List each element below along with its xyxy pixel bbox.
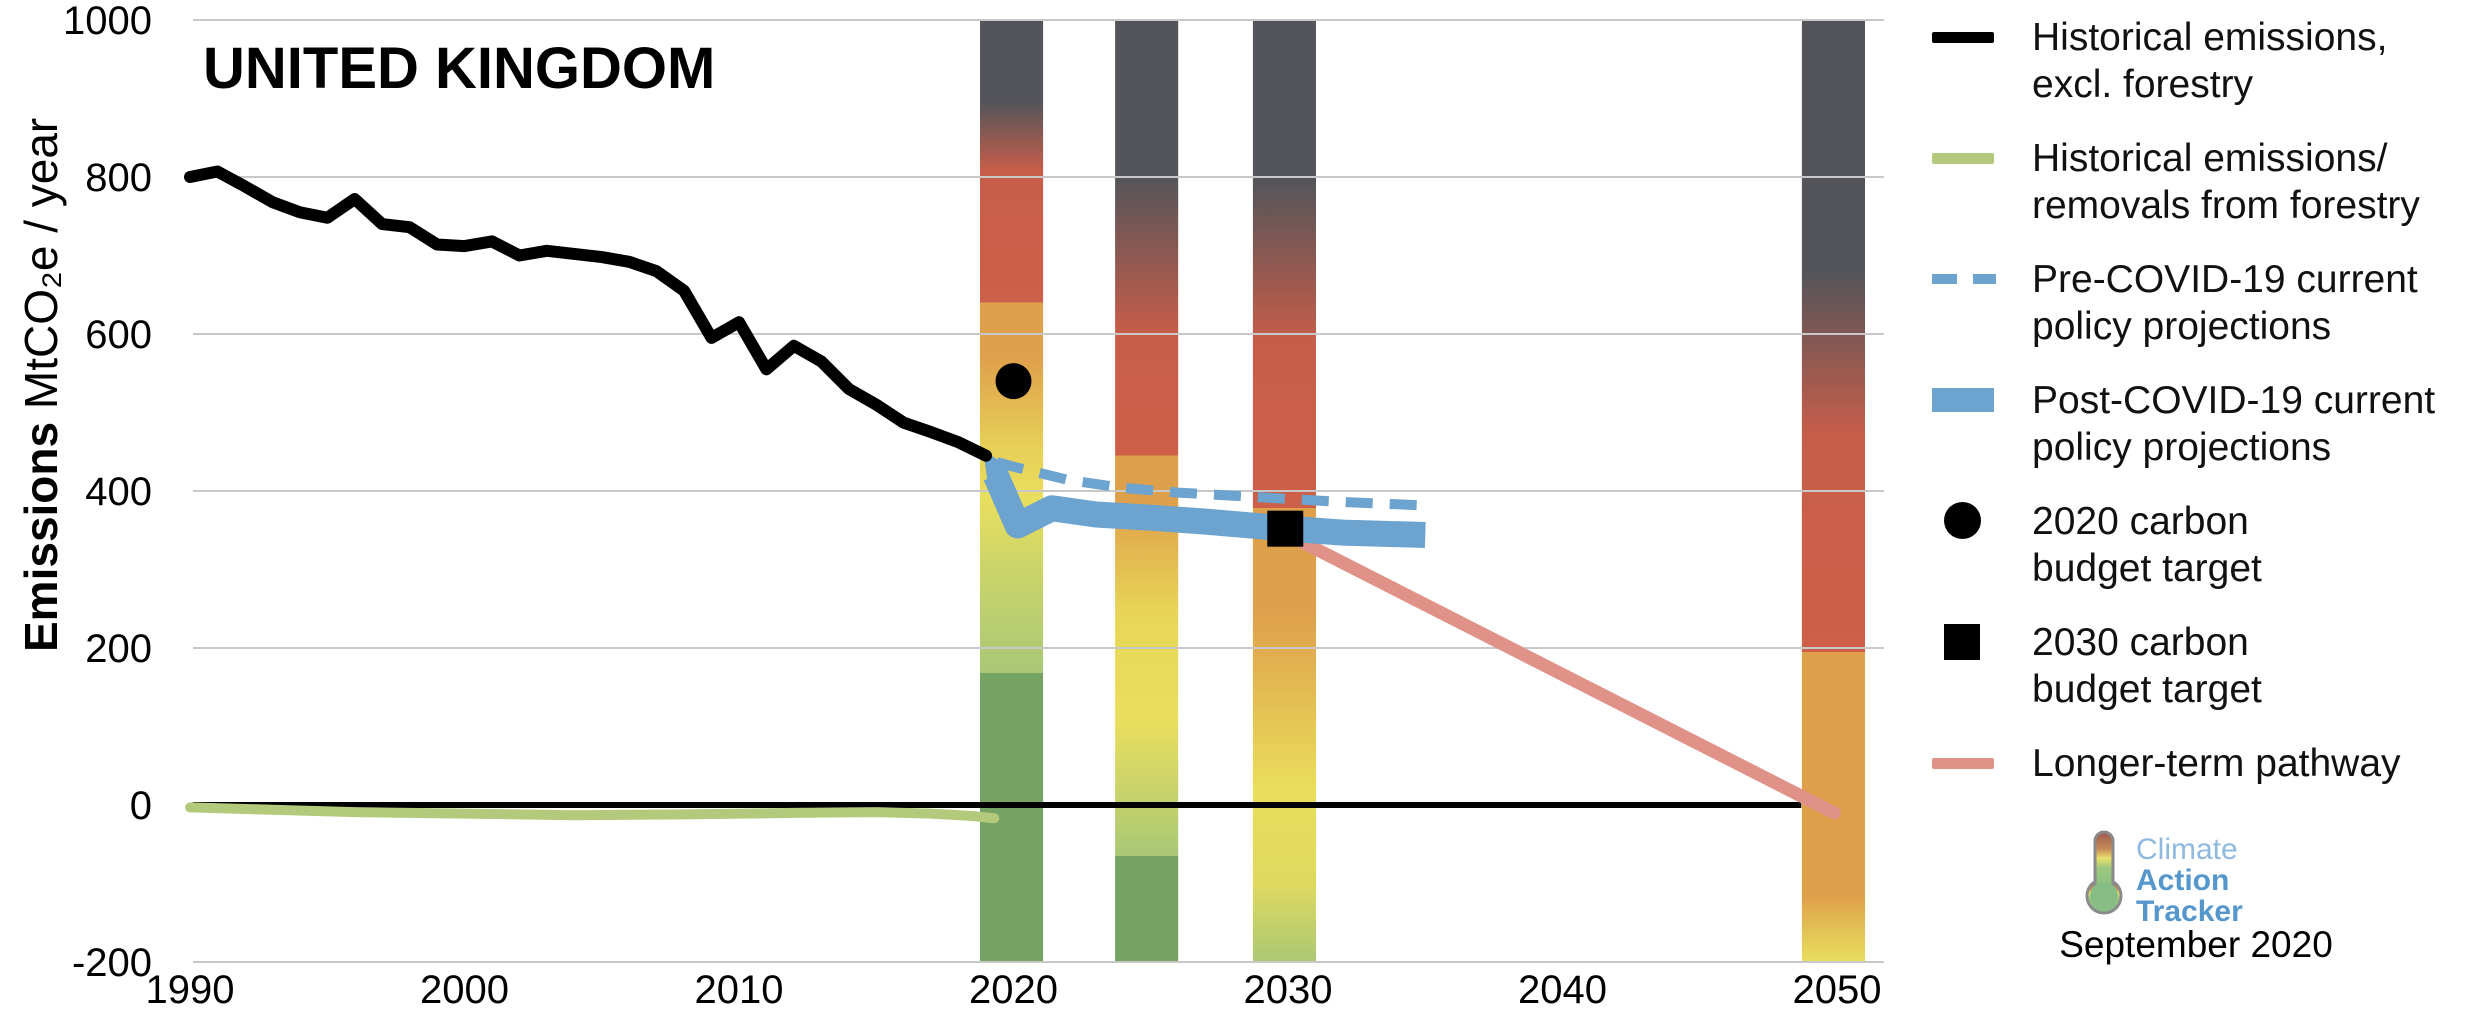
y-tick-label--200: -200 [72, 941, 152, 985]
legend-item-forestry: Historical emissions/ removals from fore… [1932, 135, 2435, 229]
covid-drop-arrowhead [983, 450, 1011, 492]
legend-label-budget-2030: 2030 carbon budget target [2032, 621, 2262, 711]
logo-line-climate: Climate [2136, 833, 2238, 866]
chart-legend: Historical emissions, excl. forestry Hist… [1932, 14, 2435, 787]
legend-swatch-budget-2030-icon [1944, 624, 1980, 660]
cat-logo-text: Climate Action Tracker [2136, 834, 2243, 927]
marker-2030-budget-target [1267, 510, 1304, 547]
legend-label-longer-term: Longer-term pathway [2032, 742, 2401, 785]
pre-covid-dashed-line [995, 457, 1418, 511]
legend-item-historical: Historical emissions, excl. forestry [1932, 14, 2435, 108]
y-tick-label-600: 600 [85, 313, 152, 357]
legend-item-post-covid: Post-COVID-19 current policy projections [1932, 377, 2435, 471]
legend-swatch-historical [1932, 32, 1994, 43]
x-tick-label-2000: 2000 [420, 968, 509, 1012]
legend-item-budget-2030: 2030 carbon budget target [1932, 619, 2435, 713]
y-tick-label-200: 200 [85, 627, 152, 671]
forestry-line [185, 802, 1000, 824]
legend-label-budget-2020: 2020 carbon budget target [2032, 500, 2262, 590]
legend-item-budget-2020: 2020 carbon budget target [1932, 498, 2435, 592]
historical-line [184, 165, 992, 462]
marker-2020-budget-target [995, 363, 1032, 400]
legend-swatch-budget-2020-icon [1944, 502, 1981, 539]
y-axis-label: Emissions MtCO₂e / year [15, 118, 67, 652]
x-tick-label-2010: 2010 [695, 968, 784, 1012]
x-tick-label-2040: 2040 [1518, 968, 1607, 1012]
legend-swatch-longer-term [1932, 758, 1994, 769]
longer-term-pathway-line [1291, 533, 1841, 820]
legend-item-longer-term: Longer-term pathway [1932, 740, 2435, 787]
x-tick-label-2050: 2050 [1793, 968, 1882, 1012]
x-tick-label-1990: 1990 [146, 968, 235, 1012]
legend-label-historical: Historical emissions, excl. forestry [2032, 16, 2388, 106]
thermometer-icon [2085, 830, 2123, 915]
legend-label-post-covid: Post-COVID-19 current policy projections [2032, 379, 2436, 469]
cat-logo: Climate Action Tracker [2084, 828, 2243, 927]
logo-line-action: Action [2136, 864, 2230, 897]
post-covid-line [983, 470, 1426, 548]
legend-label-forestry: Historical emissions/ removals from fore… [2032, 137, 2420, 227]
legend-swatch-post-covid [1932, 388, 1994, 412]
y-tick-label-800: 800 [85, 156, 152, 200]
publication-date: September 2020 [2059, 924, 2333, 965]
legend-swatch-pre-covid [1932, 274, 1996, 284]
y-tick-label-400: 400 [85, 470, 152, 514]
legend-swatch-forestry [1932, 153, 1994, 164]
logo-line-tracker: Tracker [2136, 895, 2243, 928]
x-tick-label-2030: 2030 [1244, 968, 1333, 1012]
y-tick-label-0: 0 [130, 784, 152, 828]
chart-title: UNITED KINGDOM [203, 36, 715, 101]
legend-label-pre-covid: Pre-COVID-19 current policy projections [2032, 258, 2418, 348]
x-tick-label-2020: 2020 [969, 968, 1058, 1012]
legend-item-pre-covid: Pre-COVID-19 current policy projections [1932, 256, 2435, 350]
y-tick-label-1000: 1000 [63, 0, 152, 43]
